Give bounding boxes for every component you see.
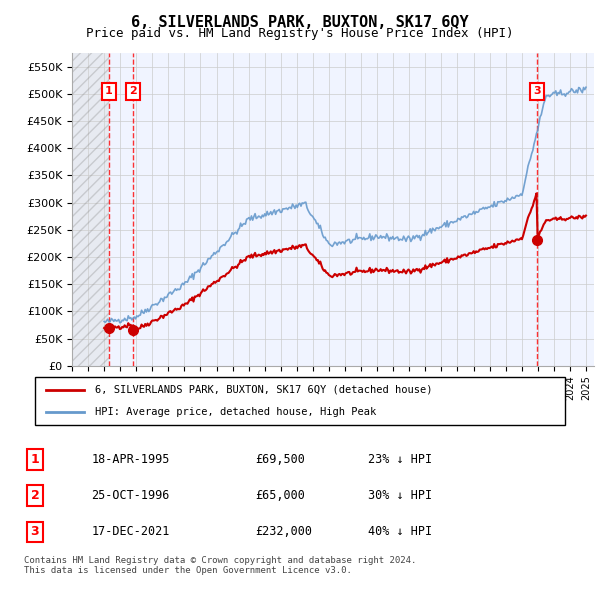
Bar <box>72 53 109 366</box>
Text: 6, SILVERLANDS PARK, BUXTON, SK17 6QY (detached house): 6, SILVERLANDS PARK, BUXTON, SK17 6QY (d… <box>95 385 432 395</box>
Text: 3: 3 <box>533 86 541 96</box>
Text: 18-APR-1995: 18-APR-1995 <box>91 453 170 466</box>
Text: 30% ↓ HPI: 30% ↓ HPI <box>368 489 432 502</box>
Text: Contains HM Land Registry data © Crown copyright and database right 2024.
This d: Contains HM Land Registry data © Crown c… <box>24 556 416 575</box>
Text: 6, SILVERLANDS PARK, BUXTON, SK17 6QY: 6, SILVERLANDS PARK, BUXTON, SK17 6QY <box>131 15 469 30</box>
FancyBboxPatch shape <box>35 378 565 425</box>
Text: 3: 3 <box>31 526 39 539</box>
Text: 25-OCT-1996: 25-OCT-1996 <box>91 489 170 502</box>
Text: 23% ↓ HPI: 23% ↓ HPI <box>368 453 432 466</box>
Text: Price paid vs. HM Land Registry's House Price Index (HPI): Price paid vs. HM Land Registry's House … <box>86 27 514 40</box>
Text: HPI: Average price, detached house, High Peak: HPI: Average price, detached house, High… <box>95 407 376 417</box>
Text: 1: 1 <box>31 453 39 466</box>
Text: £232,000: £232,000 <box>255 526 312 539</box>
Text: £65,000: £65,000 <box>255 489 305 502</box>
Text: 2: 2 <box>31 489 39 502</box>
Text: 40% ↓ HPI: 40% ↓ HPI <box>368 526 432 539</box>
Text: 1: 1 <box>105 86 113 96</box>
Text: 17-DEC-2021: 17-DEC-2021 <box>91 526 170 539</box>
Text: £69,500: £69,500 <box>255 453 305 466</box>
Text: 2: 2 <box>130 86 137 96</box>
